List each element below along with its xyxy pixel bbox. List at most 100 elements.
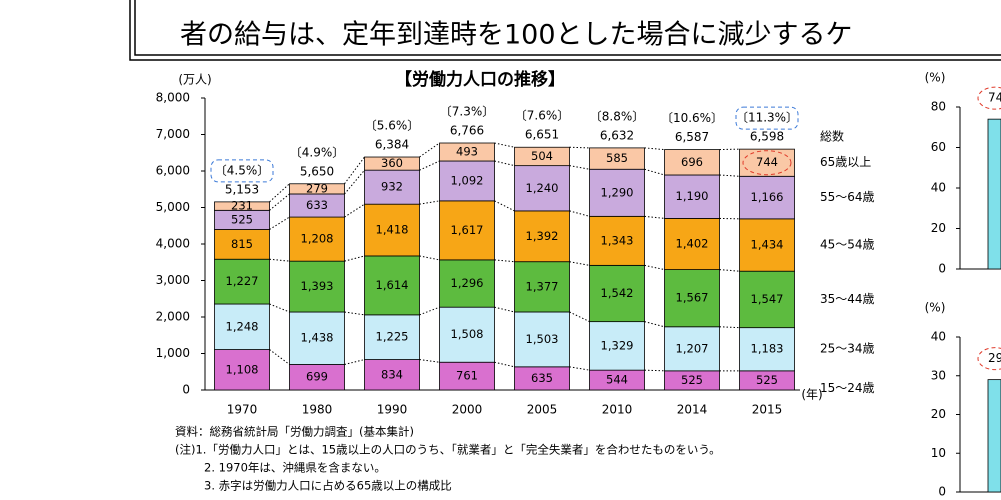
highlight-ellipse bbox=[977, 86, 1001, 110]
segment-label: 1,402 bbox=[676, 237, 709, 251]
connector bbox=[644, 168, 665, 176]
segment-label: 1,542 bbox=[601, 286, 634, 300]
y-tick-label: 30 bbox=[931, 368, 946, 382]
segment-label: 493 bbox=[456, 145, 478, 159]
note: 資料：総務省統計局「労働力調査」(基本集計) bbox=[175, 425, 414, 439]
y-tick-label: 6,000 bbox=[156, 164, 190, 178]
segment-label: 525 bbox=[756, 373, 778, 387]
x-tick-label: 2000 bbox=[452, 403, 483, 417]
legend-label: 45～54歳 bbox=[820, 238, 875, 252]
segment-label: 1,296 bbox=[451, 276, 484, 290]
connector bbox=[344, 255, 365, 262]
share-label: 〔8.8%〕 bbox=[590, 109, 645, 123]
header-box bbox=[129, 0, 1001, 61]
x-tick-label: 2015 bbox=[752, 403, 783, 417]
note: (注)1.「労働力人口」とは、15歳以上の人口のうち、「就業者」と「完全失業者」… bbox=[175, 443, 721, 457]
bar-segment bbox=[289, 183, 345, 195]
segment-label: 504 bbox=[531, 149, 553, 163]
highlight-box bbox=[735, 106, 799, 130]
total-label: 6,632 bbox=[600, 128, 634, 142]
x-tick-label: 2005 bbox=[527, 403, 558, 417]
bar-segment bbox=[214, 201, 270, 211]
connector bbox=[494, 160, 515, 167]
legend-label: 35～44歳 bbox=[820, 292, 875, 306]
segment-label: 633 bbox=[306, 198, 328, 212]
segment-label: 1,166 bbox=[751, 190, 784, 204]
y-tick-label: 10 bbox=[931, 446, 946, 460]
y-tick-label: 3,000 bbox=[156, 273, 190, 287]
segment-label: 360 bbox=[381, 156, 403, 170]
connector bbox=[269, 303, 290, 313]
bar-segment bbox=[589, 321, 645, 371]
x-tick-label: 2014 bbox=[677, 403, 708, 417]
bar-segment bbox=[739, 148, 795, 177]
segment-label: 1,393 bbox=[301, 279, 334, 293]
connector bbox=[344, 359, 365, 365]
segment-label: 585 bbox=[606, 151, 628, 165]
connector bbox=[719, 174, 740, 177]
highlight-ellipse bbox=[742, 150, 792, 176]
connector bbox=[419, 142, 440, 158]
total-label: 6,766 bbox=[450, 124, 484, 138]
bar-segment bbox=[364, 203, 420, 257]
segment-label: 1,227 bbox=[226, 274, 259, 288]
segment-label: 1,240 bbox=[526, 181, 559, 195]
legend-label: 15～24歳 bbox=[820, 381, 875, 395]
bar-segment bbox=[289, 216, 345, 262]
bar-segment bbox=[514, 165, 570, 212]
y-tick-label: 80 bbox=[931, 100, 946, 114]
segment-label: 525 bbox=[231, 212, 253, 226]
segment-label: 231 bbox=[231, 199, 253, 213]
bar-segment bbox=[514, 311, 570, 368]
segment-label: 1,567 bbox=[676, 291, 709, 305]
segment-label: 761 bbox=[456, 369, 478, 383]
segment-label: 1,434 bbox=[751, 238, 784, 252]
note: 3. 赤字は労働力人口に占める65歳以上の構成比 bbox=[204, 479, 452, 493]
x-tick-label: 1980 bbox=[302, 403, 333, 417]
connector bbox=[269, 193, 290, 211]
segment-label: 635 bbox=[531, 371, 553, 385]
segment-label: 1,290 bbox=[601, 185, 634, 199]
connector bbox=[494, 142, 515, 148]
segment-label: 1,092 bbox=[451, 173, 484, 187]
bar-segment bbox=[439, 142, 495, 162]
bar bbox=[987, 118, 1001, 270]
y-tick-label: 40 bbox=[931, 181, 946, 195]
bar-segment bbox=[739, 175, 795, 220]
bar-segment bbox=[739, 327, 795, 372]
connector bbox=[344, 169, 365, 195]
bar-segment bbox=[589, 264, 645, 323]
bar-segment bbox=[739, 218, 795, 272]
connector bbox=[419, 160, 440, 171]
total-label: 6,598 bbox=[750, 130, 784, 144]
connector bbox=[269, 349, 290, 365]
segment-label: 834 bbox=[381, 367, 403, 381]
segment-label: 1,438 bbox=[301, 331, 334, 345]
bar-segment bbox=[364, 255, 420, 316]
segment-label: 815 bbox=[231, 237, 253, 251]
segment-label: 1,225 bbox=[376, 330, 409, 344]
bar-segment bbox=[364, 359, 420, 391]
legend-label: 55～64歳 bbox=[820, 190, 875, 204]
segment-label: 1,392 bbox=[526, 229, 559, 243]
bar-segment bbox=[514, 146, 570, 167]
bar-segment bbox=[589, 215, 645, 266]
y-tick-label: 7,000 bbox=[156, 127, 190, 141]
segment-label: 1,547 bbox=[751, 292, 784, 306]
connector bbox=[644, 321, 665, 328]
header-box-inner bbox=[134, 0, 1001, 56]
y-tick-label: 0 bbox=[938, 262, 946, 276]
share-label: 〔4.9%〕 bbox=[290, 145, 345, 159]
connector bbox=[719, 269, 740, 272]
bar bbox=[987, 379, 1001, 493]
connector bbox=[494, 200, 515, 212]
x-axis-unit: (年) bbox=[801, 388, 822, 402]
y-tick-label: 2,000 bbox=[156, 310, 190, 324]
y-tick-label: 40 bbox=[931, 330, 946, 344]
total-label: 6,651 bbox=[525, 128, 559, 142]
connector bbox=[569, 311, 590, 323]
bar-segment bbox=[589, 147, 645, 170]
connector bbox=[569, 210, 590, 217]
y-tick-label: 0 bbox=[938, 485, 946, 499]
